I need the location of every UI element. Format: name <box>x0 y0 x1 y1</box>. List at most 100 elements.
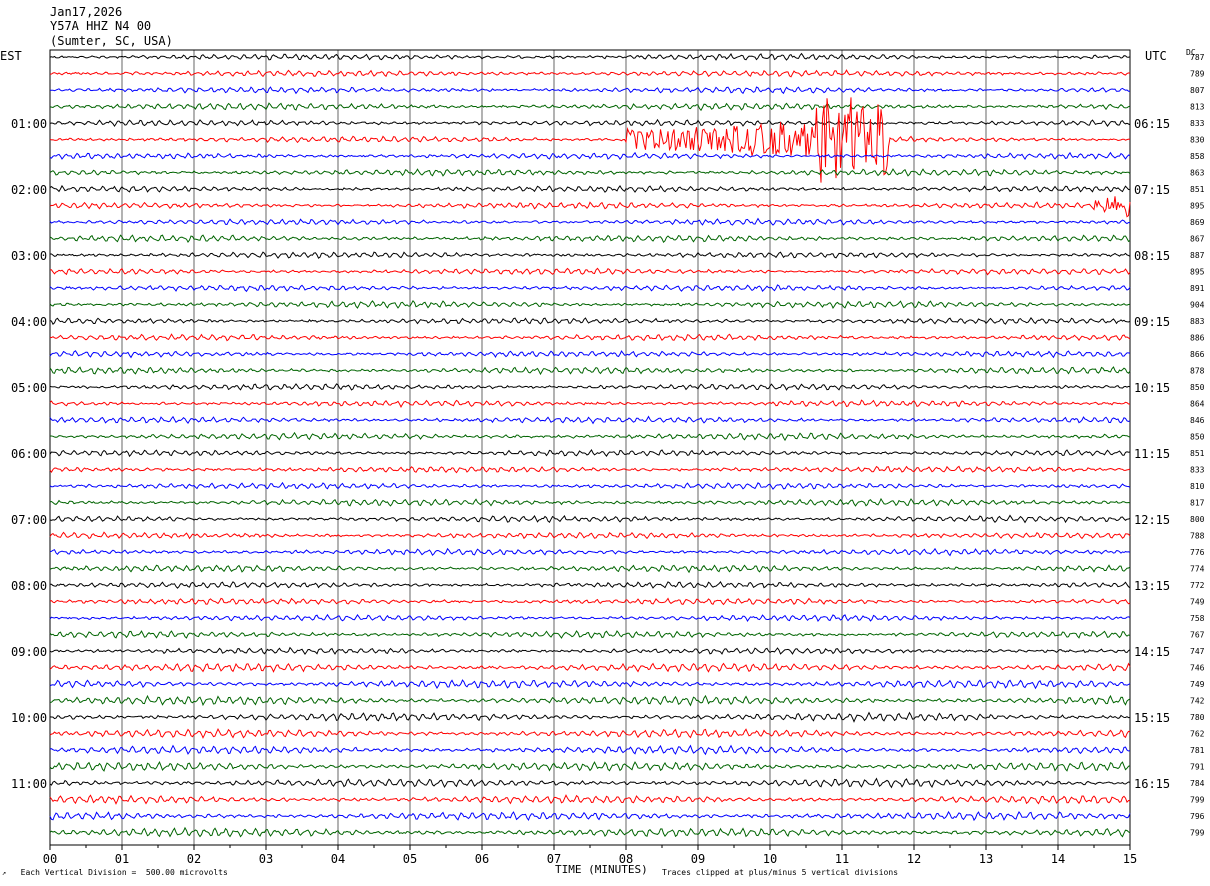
left-hour-label: 08:00 <box>11 579 47 593</box>
trace-row <box>49 184 1131 193</box>
trace-row <box>49 151 1131 161</box>
right-hour-label: 14:15 <box>1134 645 1170 659</box>
dc-offset-label: 850 <box>1190 383 1205 392</box>
x-tick-label: 09 <box>691 852 705 866</box>
dc-offset-label: 800 <box>1190 515 1205 524</box>
dc-offset-label: 833 <box>1190 466 1205 475</box>
dc-offset-label: 886 <box>1190 334 1205 343</box>
left-hour-label: 09:00 <box>11 645 47 659</box>
trace-row <box>49 794 1131 805</box>
right-hour-label: 11:15 <box>1134 447 1170 461</box>
dc-offset-label: 749 <box>1190 680 1205 689</box>
trace-row <box>49 662 1131 673</box>
trace-row <box>49 366 1131 376</box>
right-hour-label: 15:15 <box>1134 711 1170 725</box>
trace-row <box>49 465 1131 474</box>
left-hour-label: 02:00 <box>11 183 47 197</box>
trace-row <box>49 597 1131 606</box>
trace-row <box>49 317 1131 326</box>
dc-offset-label: 747 <box>1190 647 1205 656</box>
trace-row <box>49 267 1131 276</box>
dc-offset-label: 746 <box>1190 664 1205 673</box>
dc-offset-label: 863 <box>1190 169 1205 178</box>
plot-frame <box>49 49 1131 846</box>
right-hour-label: 16:15 <box>1134 777 1170 791</box>
left-hour-label: 10:00 <box>11 711 47 725</box>
dc-offset-label: 830 <box>1190 136 1205 145</box>
dc-offset-label: 758 <box>1190 614 1205 623</box>
trace-row <box>49 564 1131 574</box>
dc-label: DC <box>1186 48 1196 57</box>
x-tick-label: 07 <box>547 852 561 866</box>
dc-offset-label: 817 <box>1190 499 1205 508</box>
dc-offset-label: 807 <box>1190 86 1205 95</box>
x-tick-label: 01 <box>115 852 129 866</box>
dc-offset-label: 799 <box>1190 829 1205 838</box>
dc-offset-label: 846 <box>1190 416 1205 425</box>
trace-row <box>49 234 1131 244</box>
dc-offset-label: 833 <box>1190 119 1205 128</box>
dc-offset-label: 781 <box>1190 746 1205 755</box>
right-hour-label: 07:15 <box>1134 183 1170 197</box>
trace-row <box>49 69 1131 78</box>
dc-offset-label: 787 <box>1190 53 1205 62</box>
dc-offset-label: 789 <box>1190 70 1205 79</box>
x-tick-label: 06 <box>475 852 489 866</box>
trace-row <box>49 727 1131 739</box>
x-tick-label: 08 <box>619 852 633 866</box>
trace-row <box>49 613 1131 623</box>
dc-offset-label: 904 <box>1190 301 1205 310</box>
dc-offset-label: 895 <box>1190 202 1205 211</box>
trace-row <box>49 760 1131 772</box>
trace-row <box>49 415 1131 425</box>
trace-row <box>49 333 1131 342</box>
x-tick-label: 14 <box>1051 852 1065 866</box>
trace-row <box>49 646 1131 655</box>
trace-row <box>49 52 1131 61</box>
trace-row <box>50 251 1131 259</box>
dc-offset-label: 866 <box>1190 350 1205 359</box>
dc-offset-label: 891 <box>1190 284 1205 293</box>
trace-row <box>49 531 1131 540</box>
trace-row <box>50 581 1131 589</box>
header-date: Jan17,2026 <box>50 5 123 19</box>
dc-offset-label: 791 <box>1190 763 1205 772</box>
dc-offset-label: 895 <box>1190 268 1205 277</box>
trace-row <box>49 630 1131 639</box>
right-hour-label: 06:15 <box>1134 117 1170 131</box>
trace-row <box>49 299 1131 310</box>
dc-offset-label: 796 <box>1190 812 1205 821</box>
x-axis-title: TIME (MINUTES) <box>555 863 648 876</box>
dc-offset-label: 749 <box>1190 598 1205 607</box>
trace-row <box>49 810 1131 822</box>
right-hour-label: 13:15 <box>1134 579 1170 593</box>
dc-offset-label: 883 <box>1190 317 1205 326</box>
x-tick-label: 00 <box>43 852 57 866</box>
trace-row <box>49 102 1131 112</box>
left-hour-label: 03:00 <box>11 249 47 263</box>
trace-row <box>49 547 1131 557</box>
trace-row <box>49 826 1131 838</box>
trace-row <box>49 694 1131 707</box>
dc-offset-label: 887 <box>1190 251 1205 260</box>
trace-row <box>49 497 1131 507</box>
trace-row <box>49 284 1131 293</box>
left-hour-label: 04:00 <box>11 315 47 329</box>
trace-row <box>49 448 1131 458</box>
x-tick-label: 04 <box>331 852 345 866</box>
x-tick-label: 13 <box>979 852 993 866</box>
dc-offset-label: 850 <box>1190 433 1205 442</box>
trace-row <box>49 97 1131 183</box>
trace-row <box>49 383 1131 391</box>
dc-offset-label: 742 <box>1190 697 1205 706</box>
trace-row <box>49 777 1131 789</box>
dc-offset-label: 878 <box>1190 367 1205 376</box>
trace-row <box>49 118 1131 128</box>
left-hour-label: 11:00 <box>11 777 47 791</box>
dc-offset-label: 864 <box>1190 400 1205 409</box>
dc-offset-label: 788 <box>1190 532 1205 541</box>
x-tick-label: 12 <box>907 852 921 866</box>
right-hour-label: 09:15 <box>1134 315 1170 329</box>
x-tick-label: 02 <box>187 852 201 866</box>
